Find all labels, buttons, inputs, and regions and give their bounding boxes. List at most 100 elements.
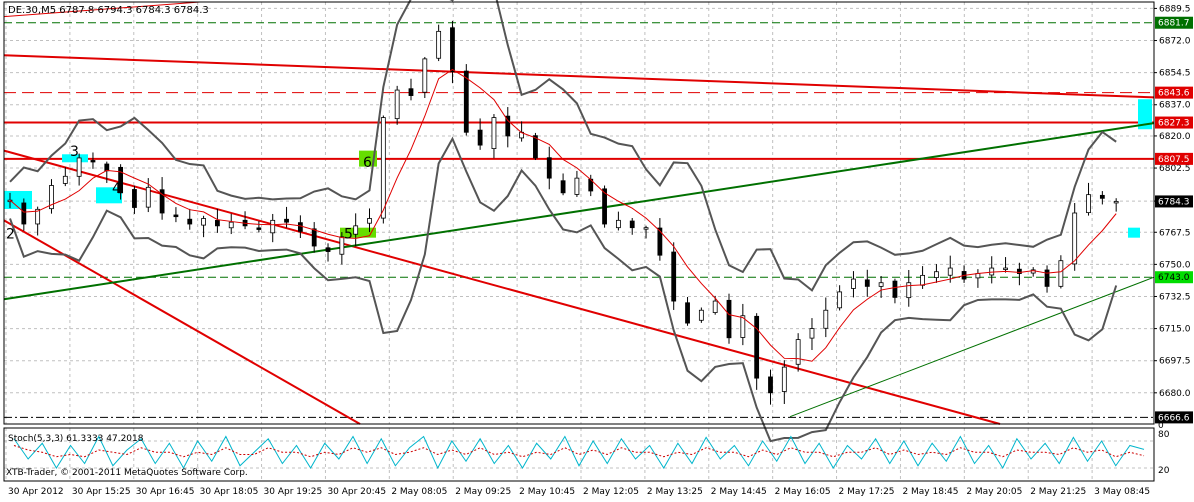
- candle-body: [629, 220, 635, 229]
- candle-body: [809, 328, 815, 339]
- candle-body: [408, 88, 414, 96]
- cyan-highlight-box: [1128, 227, 1140, 238]
- candle-body: [187, 218, 193, 225]
- wave-marker-5: 5: [344, 227, 353, 243]
- candle-body: [215, 220, 220, 227]
- x-tick-label: 2 May 21:25: [1030, 487, 1086, 497]
- candle-body: [380, 117, 386, 219]
- candle-body: [615, 219, 621, 229]
- y-tick-label: 6680.0: [1159, 389, 1191, 399]
- cyan-highlight-box: [62, 154, 88, 163]
- candle-body: [297, 222, 303, 232]
- candle-body: [104, 163, 110, 172]
- wave-marker-3: 3: [70, 144, 79, 160]
- candle-body: [712, 300, 718, 313]
- candle-body: [367, 218, 372, 224]
- y-tick-label: 6872.0: [1159, 37, 1191, 47]
- candle-body: [118, 166, 124, 194]
- candle-body: [21, 202, 27, 225]
- candle-body: [463, 70, 469, 133]
- trend-line: [3, 122, 1155, 301]
- candle-body: [560, 180, 566, 194]
- candle-body: [201, 218, 206, 226]
- candle-body: [284, 218, 289, 223]
- x-tick-label: 2 May 18:45: [902, 487, 958, 497]
- bollinger-bands: [9, 0, 1118, 443]
- wave-marker-2: 2: [6, 227, 15, 243]
- y-tick-label: 6715.0: [1159, 325, 1191, 335]
- trend-line: [789, 276, 1155, 418]
- trend-lines: [3, 1, 1155, 425]
- stoch-level-20: 20: [1158, 466, 1170, 476]
- x-tick-label: 2 May 08:05: [391, 487, 447, 497]
- price-label-box: [1155, 116, 1193, 129]
- candle-body: [339, 236, 345, 255]
- stoch-label: Stoch(5,3,3) 61.3333 47.2018: [8, 434, 144, 444]
- x-tick-label: 30 Apr 16:45: [136, 487, 195, 497]
- candle-body: [145, 186, 151, 208]
- candles: [7, 20, 1119, 405]
- price-label-text: 6807.5: [1158, 155, 1190, 165]
- stochastic-lines: [13, 435, 1145, 470]
- candle-body: [491, 117, 497, 150]
- y-tick-label: 6854.5: [1159, 69, 1191, 79]
- candle-body: [270, 219, 276, 234]
- moving-average-line: [9, 68, 1117, 362]
- trend-line: [3, 149, 1001, 425]
- candle-body: [892, 280, 898, 298]
- candle-body: [62, 175, 68, 184]
- x-tick-label: 3 May 08:45: [1094, 487, 1150, 497]
- moving-average: [9, 68, 1117, 362]
- wave-markers: 2 3 4 5 6: [6, 144, 372, 243]
- candle-body: [934, 271, 939, 278]
- bollinger-upper: [9, 0, 1117, 292]
- candle-body: [947, 267, 953, 276]
- stoch-grid: [4, 428, 1154, 481]
- symbol-info: DE.30,M5 6787.8 6794.3 6784.3 6784.3: [8, 5, 209, 16]
- x-tick-label: 30 Apr 15:25: [72, 487, 131, 497]
- candle-body: [878, 282, 884, 287]
- y-tick-label: 6820.0: [1159, 132, 1191, 142]
- price-label-box: [1155, 16, 1193, 29]
- candle-body: [1016, 268, 1022, 274]
- trend-line: [3, 1, 201, 18]
- price-label-text: 6843.6: [1158, 89, 1190, 99]
- x-tick-label: 2 May 20:05: [966, 487, 1022, 497]
- horizontal-level-lines: [4, 22, 1154, 418]
- candle-body: [1086, 194, 1091, 214]
- candle-body: [781, 366, 787, 392]
- candle-body: [228, 221, 234, 229]
- candle-body: [394, 89, 400, 120]
- price-label-text: 6827.3: [1158, 119, 1190, 129]
- grid: [4, 2, 1154, 424]
- candle-body: [132, 189, 137, 208]
- candle-body: [906, 282, 912, 299]
- main-panel-frame: [3, 1, 1155, 425]
- candle-body: [574, 177, 580, 195]
- candle-body: [643, 227, 649, 230]
- y-axis-labels: 6889.5 6872.0 6854.5 6837.0 6820.0 6802.5 6784…: [1154, 4, 1191, 399]
- candle-body: [533, 135, 538, 159]
- candle-body: [256, 227, 262, 230]
- copyright-text: XTB-Trader, © 2001-2011 MetaQuotes Softw…: [6, 468, 248, 478]
- x-tick-label: 2 May 13:25: [647, 487, 703, 497]
- candle-body: [698, 309, 704, 321]
- candle-body: [864, 279, 870, 287]
- candle-body: [90, 160, 96, 163]
- candle-body: [353, 225, 359, 235]
- wave-marker-4: 4: [112, 181, 121, 197]
- candle-body: [546, 157, 552, 179]
- candle-body: [754, 315, 760, 379]
- candle-body: [422, 58, 428, 93]
- candle-body: [1099, 194, 1105, 199]
- price-label-box: [1155, 411, 1193, 424]
- candle-body: [726, 299, 732, 339]
- stoch-main-line: [13, 435, 1145, 470]
- candle-body: [325, 247, 331, 252]
- x-axis-labels: 30 Apr 2012 30 Apr 15:25 30 Apr 16:45 30 Ap…: [8, 487, 1150, 497]
- price-label-box: [1155, 271, 1193, 284]
- x-tick-label: 2 May 12:05: [583, 487, 639, 497]
- candle-body: [795, 339, 801, 365]
- candle-body: [1072, 212, 1078, 265]
